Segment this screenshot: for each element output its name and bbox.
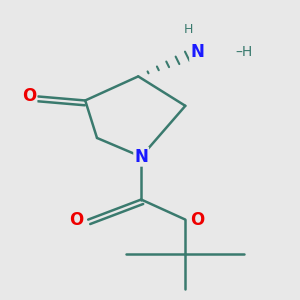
Text: N: N [134,148,148,166]
Text: –H: –H [236,45,253,59]
Text: N: N [190,43,204,61]
Text: O: O [22,88,36,106]
Text: O: O [69,211,83,229]
Text: H: H [184,23,193,36]
Text: O: O [190,211,204,229]
